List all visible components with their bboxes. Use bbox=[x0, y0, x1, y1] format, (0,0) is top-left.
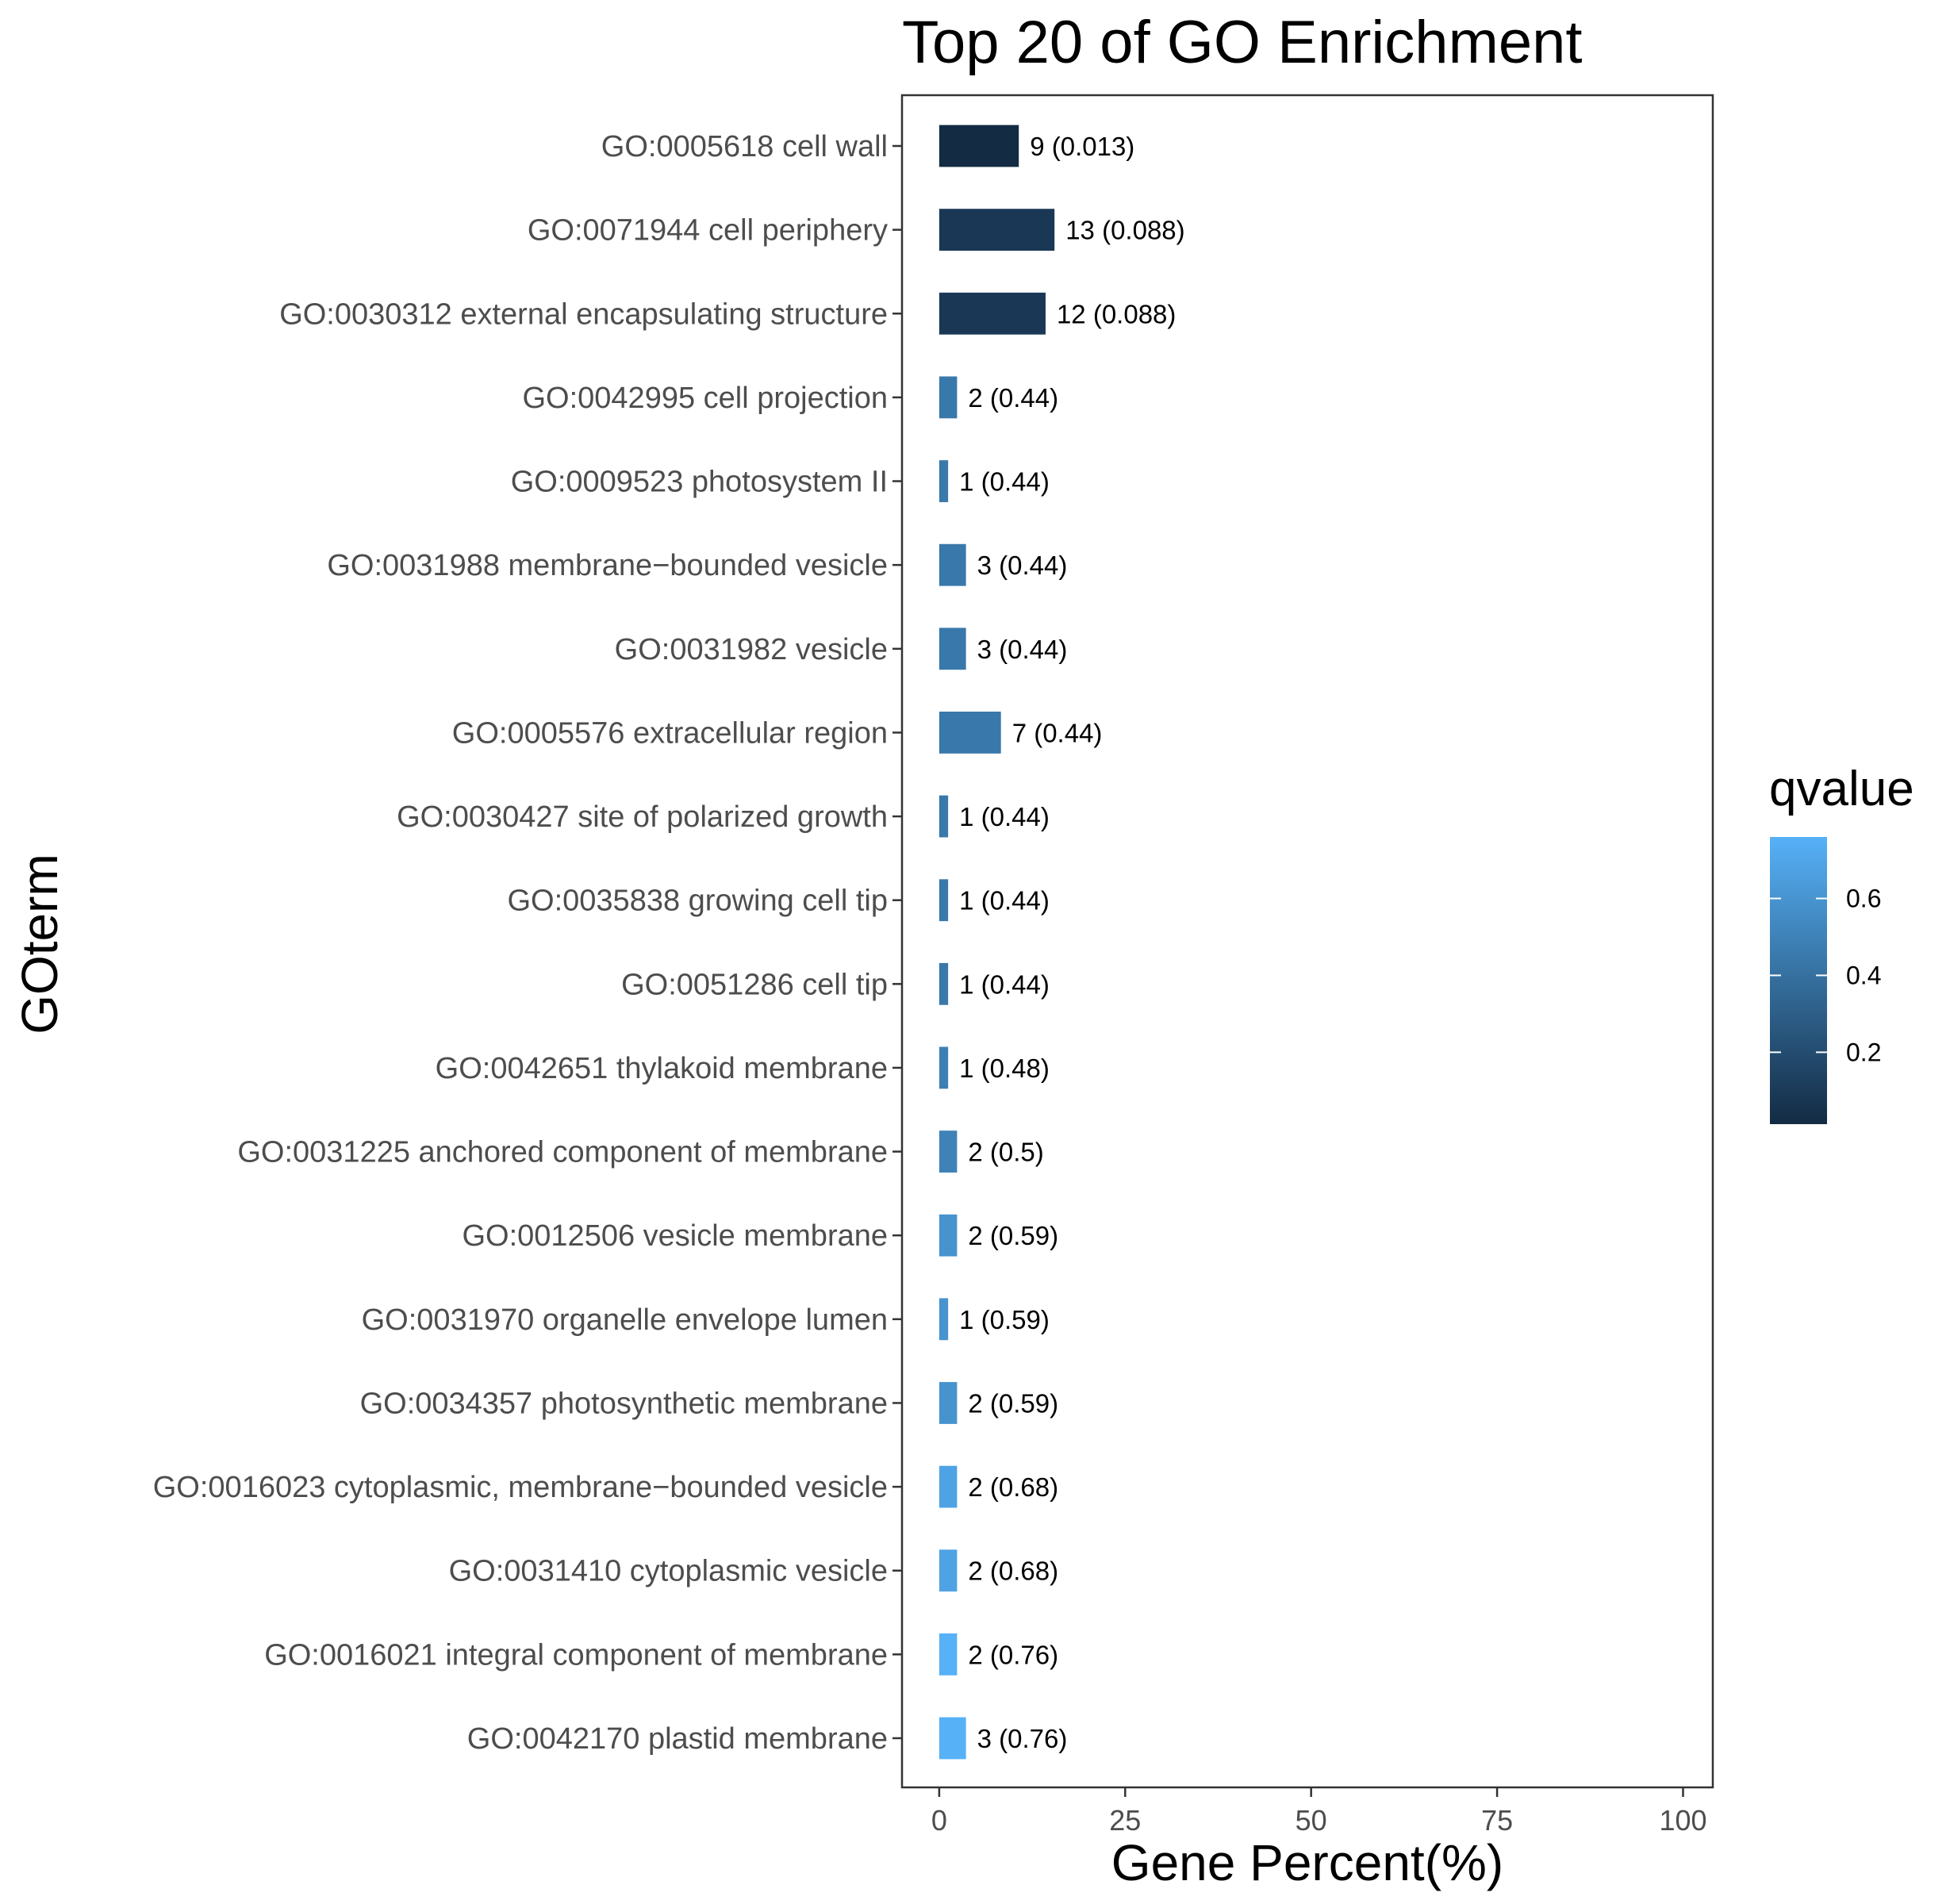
plot-panel-border bbox=[900, 94, 1714, 1789]
bar bbox=[939, 292, 1046, 335]
y-tick-label: GO:0016023 cytoplasmic, membrane−bounded… bbox=[153, 1471, 888, 1504]
bar-data-label: 12 (0.088) bbox=[1057, 299, 1176, 328]
legend-ticks: 0.2 0.4 0.6 bbox=[1770, 885, 1881, 1066]
x-axis-title: Gene Percent(%) bbox=[1111, 1834, 1503, 1891]
y-tick-label: GO:0042651 thylakoid membrane bbox=[436, 1052, 888, 1085]
bar-data-label: 2 (0.59) bbox=[968, 1221, 1058, 1250]
bar bbox=[939, 1717, 966, 1760]
bar-data-label: 1 (0.44) bbox=[959, 802, 1050, 831]
bar bbox=[939, 879, 949, 922]
bar-data-label: 2 (0.59) bbox=[968, 1388, 1058, 1418]
bar-data-label: 1 (0.44) bbox=[959, 467, 1050, 497]
y-tick-label: GO:0030427 site of polarized growth bbox=[397, 800, 888, 834]
y-tick-label: GO:0035838 growing cell tip bbox=[507, 885, 888, 918]
bar-data-label: 2 (0.68) bbox=[968, 1472, 1058, 1502]
bar bbox=[939, 1382, 958, 1424]
y-tick-label: GO:0031982 vesicle bbox=[615, 633, 888, 666]
bar bbox=[939, 460, 949, 502]
y-tick-label: GO:0005618 cell wall bbox=[601, 130, 888, 163]
bar-data-label: 1 (0.44) bbox=[959, 969, 1050, 999]
y-tick-label: GO:0009523 photosystem II bbox=[511, 466, 888, 499]
bar-data-label: 7 (0.44) bbox=[1012, 718, 1103, 747]
y-axis: GO:0005618 cell wall GO:0071944 cell peri… bbox=[153, 130, 902, 1756]
bar-data-label: 2 (0.44) bbox=[968, 383, 1058, 413]
x-tick-label: 75 bbox=[1481, 1804, 1513, 1837]
bar bbox=[939, 795, 949, 838]
y-tick-label: GO:0034357 photosynthetic membrane bbox=[360, 1387, 888, 1420]
bar bbox=[939, 628, 966, 670]
bar bbox=[939, 209, 1055, 251]
bar bbox=[939, 543, 966, 586]
bar bbox=[939, 125, 1019, 167]
y-tick-label: GO:0051286 cell tip bbox=[621, 968, 888, 1001]
y-tick-label: GO:0042995 cell projection bbox=[522, 382, 888, 415]
bar bbox=[939, 1298, 949, 1341]
bar-data-label: 2 (0.76) bbox=[968, 1640, 1058, 1669]
legend-colorbar bbox=[1770, 837, 1827, 1124]
bar-data-label: 1 (0.44) bbox=[959, 886, 1050, 916]
bar-data-label: 13 (0.088) bbox=[1065, 216, 1184, 245]
bar bbox=[939, 1549, 958, 1592]
x-axis: 0 25 50 75 100 bbox=[931, 1787, 1707, 1837]
y-tick-label: GO:0031970 organelle envelope lumen bbox=[362, 1303, 888, 1337]
bars-layer: 9 (0.013) 13 (0.088) 12 (0.088) 2 (0.44) 1 (… bbox=[939, 125, 1185, 1760]
bar bbox=[939, 376, 958, 419]
y-axis-title: GOterm bbox=[11, 854, 68, 1035]
x-tick-label: 0 bbox=[931, 1804, 947, 1837]
legend-tick-label: 0.2 bbox=[1846, 1038, 1881, 1066]
bar-data-label: 2 (0.5) bbox=[968, 1138, 1043, 1167]
bar-data-label: 2 (0.68) bbox=[968, 1557, 1058, 1586]
bar bbox=[939, 1465, 958, 1508]
bar-data-label: 3 (0.44) bbox=[977, 551, 1068, 580]
bar-data-label: 1 (0.48) bbox=[959, 1054, 1050, 1083]
legend-tick-label: 0.4 bbox=[1846, 961, 1881, 989]
y-tick-label: GO:0030312 external encapsulating struct… bbox=[279, 298, 888, 331]
y-tick-label: GO:0012506 vesicle membrane bbox=[462, 1219, 888, 1253]
bar bbox=[939, 1130, 958, 1173]
y-tick-label: GO:0042170 plastid membrane bbox=[467, 1722, 888, 1756]
x-tick-label: 50 bbox=[1296, 1804, 1327, 1837]
bar bbox=[939, 962, 949, 1005]
x-tick-label: 100 bbox=[1659, 1804, 1706, 1837]
legend-title: qvalue bbox=[1769, 762, 1914, 816]
y-tick-label: GO:0031410 cytoplasmic vesicle bbox=[449, 1555, 888, 1588]
y-tick-label: GO:0031225 anchored component of membran… bbox=[237, 1136, 888, 1169]
y-tick-label: GO:0071944 cell periphery bbox=[528, 214, 888, 248]
y-tick-label: GO:0005576 extracellular region bbox=[452, 716, 888, 750]
bar-data-label: 1 (0.59) bbox=[959, 1305, 1050, 1334]
bar-data-label: 9 (0.013) bbox=[1030, 132, 1134, 161]
y-tick-label: GO:0016021 integral component of membran… bbox=[264, 1638, 888, 1672]
chart-title: Top 20 of GO Enrichment bbox=[902, 9, 1583, 76]
bar-data-label: 3 (0.76) bbox=[977, 1724, 1068, 1753]
bar bbox=[939, 1214, 958, 1257]
legend: qvalue 0.2 0.4 0.6 bbox=[1769, 762, 1914, 1124]
x-tick-label: 25 bbox=[1109, 1804, 1141, 1837]
bar bbox=[939, 1046, 949, 1089]
y-tick-label: GO:0031988 membrane−bounded vesicle bbox=[327, 549, 888, 582]
bar bbox=[939, 1633, 958, 1676]
bar-data-label: 3 (0.44) bbox=[977, 635, 1068, 664]
bar bbox=[939, 712, 1001, 754]
legend-tick-label: 0.6 bbox=[1846, 885, 1881, 913]
